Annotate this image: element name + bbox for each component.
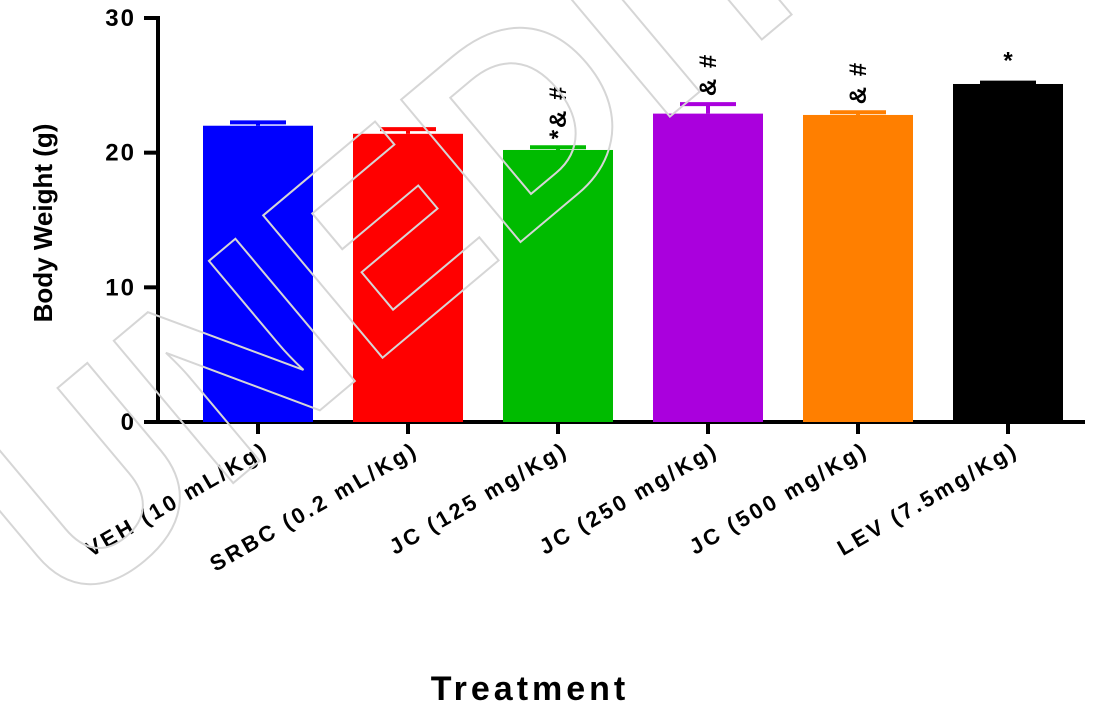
y-axis-label: Body Weight (g) (28, 124, 58, 323)
y-tick-label: 20 (105, 140, 136, 167)
bar (653, 113, 763, 422)
significance-label: & # (845, 61, 872, 104)
bar (353, 133, 463, 422)
significance-label: * (1003, 48, 1013, 75)
y-tick-label: 30 (105, 5, 136, 32)
bar (203, 125, 313, 422)
bar (953, 83, 1063, 422)
significance-label: & # (695, 53, 722, 96)
significance-label: *& # (545, 85, 572, 140)
y-tick-label: 0 (121, 409, 136, 436)
bar (503, 149, 613, 422)
y-tick-label: 10 (105, 274, 136, 301)
bars (203, 80, 1063, 423)
x-axis-label: Treatment (431, 670, 630, 708)
bar (803, 114, 913, 423)
